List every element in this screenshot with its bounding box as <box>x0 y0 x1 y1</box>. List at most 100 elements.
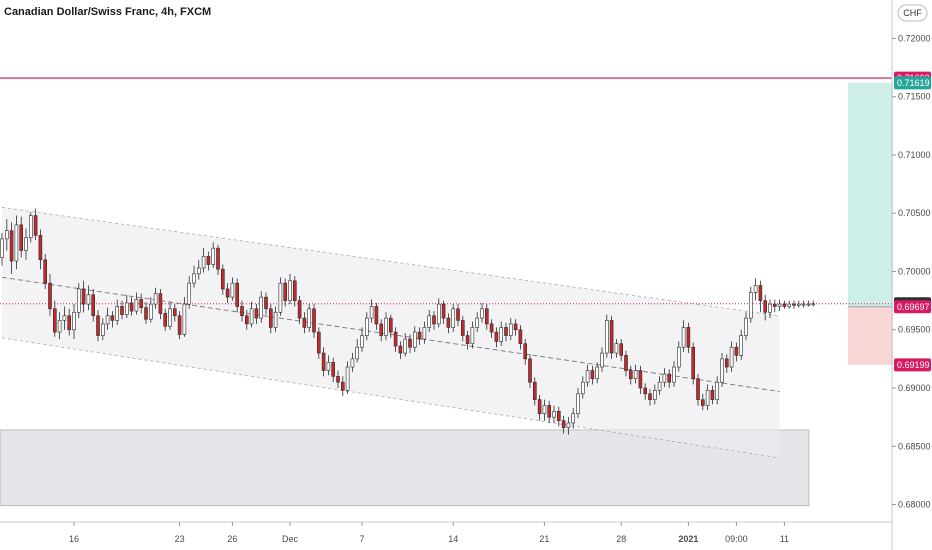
candle-body <box>580 381 585 395</box>
candle-body <box>758 285 763 301</box>
candle <box>412 326 417 352</box>
candle-body <box>676 346 681 368</box>
candle-body <box>537 399 542 414</box>
candle <box>91 288 95 322</box>
price-tick-label: 0.72000 <box>898 33 931 43</box>
candle-body <box>744 317 748 336</box>
candle <box>326 355 331 376</box>
price-tick-label: 0.70000 <box>898 266 931 276</box>
candle <box>81 280 86 313</box>
candle-body <box>374 306 379 325</box>
candle <box>158 288 163 320</box>
candle <box>475 312 480 333</box>
candle-body <box>556 411 561 421</box>
candle <box>547 400 552 423</box>
candle <box>288 273 292 305</box>
candle <box>297 295 302 324</box>
candle-body <box>225 288 230 298</box>
price-badge-label: 0.69697 <box>897 302 930 312</box>
candle <box>672 361 676 387</box>
candle <box>230 277 235 301</box>
currency-button[interactable]: CHF <box>897 4 928 22</box>
candle <box>211 242 215 268</box>
candle <box>273 306 278 333</box>
candle-body <box>254 308 259 319</box>
candle-body <box>523 343 528 360</box>
candle-body <box>52 308 57 333</box>
candle-body <box>648 393 652 400</box>
time-axis[interactable]: 16 23 26 Dec 7 14 21 28 2021 09:00 11 <box>0 521 892 544</box>
candle-body <box>57 320 62 333</box>
candle-body <box>585 370 590 383</box>
price-badge-bg <box>894 300 931 314</box>
candle <box>417 327 422 345</box>
candle-body <box>115 306 119 321</box>
candle-body <box>705 390 710 406</box>
candle-body <box>67 315 71 331</box>
candle-body <box>182 303 187 335</box>
candle <box>715 376 720 405</box>
candle <box>120 300 124 320</box>
candle <box>225 283 230 303</box>
candle-body <box>398 345 403 354</box>
candle <box>19 216 24 258</box>
candle-body <box>216 247 220 270</box>
candle <box>696 374 700 406</box>
candle-body <box>796 303 801 306</box>
candle <box>782 300 787 309</box>
candle <box>768 299 772 319</box>
candle-body <box>379 323 384 336</box>
candle <box>456 304 460 327</box>
candle <box>360 327 364 352</box>
candle-body <box>432 315 436 325</box>
candle-body <box>508 323 513 336</box>
candle-body <box>19 224 24 251</box>
candle <box>585 364 590 387</box>
candle-body <box>297 300 302 319</box>
candle <box>600 347 604 372</box>
candle-body <box>417 331 422 340</box>
price-tick-label: 0.69500 <box>898 325 931 335</box>
candle-body <box>576 393 580 414</box>
candle <box>686 322 691 354</box>
support-zone-layer <box>0 429 810 506</box>
candle <box>691 342 696 385</box>
candle-body <box>513 323 518 331</box>
price-axis[interactable]: 0.72000 0.71500 0.71000 0.70500 0.70000 0.695… <box>891 0 931 550</box>
candle <box>792 300 796 309</box>
candle <box>787 300 792 309</box>
candle-body <box>96 315 100 336</box>
candle <box>302 312 307 334</box>
candle-body <box>235 282 239 307</box>
candle <box>470 321 475 349</box>
candle-body <box>734 346 739 356</box>
time-tick-label: 28 <box>616 534 626 544</box>
price-tick-label: 0.68000 <box>898 500 931 510</box>
candle-body <box>388 317 393 333</box>
candle-body <box>273 311 278 328</box>
candle <box>254 304 259 324</box>
time-tick-label: 21 <box>539 534 549 544</box>
candle <box>264 292 268 315</box>
candle <box>67 308 71 336</box>
candle-body <box>465 335 470 345</box>
candle-body <box>566 422 571 428</box>
candle-body <box>408 338 412 348</box>
candle <box>652 384 657 405</box>
candle <box>177 311 182 340</box>
candle <box>590 365 595 385</box>
candle <box>216 244 220 275</box>
candle-body <box>475 317 480 328</box>
candle <box>374 302 379 330</box>
candle <box>9 222 14 274</box>
candle <box>561 415 566 434</box>
candle-body <box>38 235 43 261</box>
candle <box>384 312 388 341</box>
hline-layer <box>0 77 892 305</box>
candle-body <box>384 317 388 336</box>
time-tick-label: 11 <box>780 534 789 544</box>
candle <box>33 208 38 241</box>
time-tick-label: 26 <box>227 534 237 544</box>
